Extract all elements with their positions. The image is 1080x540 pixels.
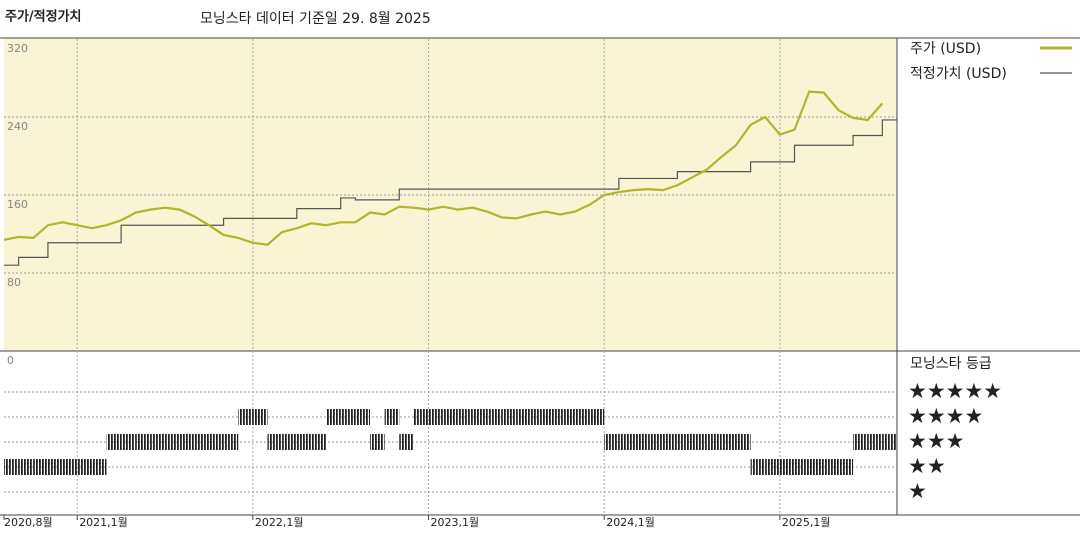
- rating-bar: [4, 459, 19, 475]
- rating-label: ★★★★: [908, 404, 983, 428]
- rating-label: ★★★: [908, 429, 964, 453]
- rating-bar: [472, 409, 488, 425]
- y-tick-label: 160: [7, 198, 28, 211]
- y-tick-label: 80: [7, 276, 21, 289]
- rating-bar: [77, 459, 92, 475]
- rating-bar: [252, 409, 268, 425]
- rating-bar: [267, 434, 283, 450]
- rating-bar: [399, 434, 414, 450]
- rating-bar: [33, 459, 48, 475]
- rating-bar: [165, 434, 180, 450]
- rating-bar: [735, 434, 751, 450]
- rating-bar: [867, 434, 883, 450]
- rating-label: ★★★★★: [908, 379, 1002, 403]
- series-line: [3, 90, 884, 246]
- rating-bar: [706, 434, 722, 450]
- rating-bar: [282, 434, 297, 450]
- rating-bar: [560, 409, 575, 425]
- rating-bar: [721, 434, 736, 450]
- y-tick-label: 320: [7, 42, 28, 55]
- rating-bar: [692, 434, 707, 450]
- chart-subtitle: 모닝스타 데이터 기준일 29. 8월 2025: [200, 11, 431, 27]
- rating-bar: [794, 459, 810, 475]
- rating-bar: [135, 434, 151, 450]
- rating-bar: [853, 434, 868, 450]
- rating-bar: [238, 409, 253, 425]
- rating-bar: [677, 434, 693, 450]
- rating-bar: [457, 409, 473, 425]
- rating-bar: [487, 409, 502, 425]
- chart-title: 주가/적정가치: [5, 9, 82, 25]
- rating-bar: [779, 459, 795, 475]
- rating-bar: [296, 434, 312, 450]
- rating-bar: [531, 409, 546, 425]
- rating-bar: [340, 409, 356, 425]
- x-tick-label: 2023,1월: [431, 516, 480, 529]
- rating-bar: [765, 459, 780, 475]
- rating-bar: [882, 434, 897, 450]
- rating-bar: [355, 409, 370, 425]
- rating-bar: [633, 434, 649, 450]
- rating-bar: [194, 434, 209, 450]
- rating-bar: [47, 459, 63, 475]
- rating-bar: [179, 434, 195, 450]
- rating-bar: [589, 409, 605, 425]
- series-line: [4, 119, 897, 266]
- rating-bar: [121, 434, 136, 450]
- rating-bar: [545, 409, 561, 425]
- x-tick-label: 2024,1월: [606, 516, 655, 529]
- rating-bar: [516, 409, 532, 425]
- rating-label: ★: [908, 479, 927, 503]
- x-tick-label: 2020,8월: [4, 516, 53, 529]
- y-tick-label: 0: [7, 354, 14, 367]
- rating-bar: [106, 434, 122, 450]
- rating-bar: [428, 409, 444, 425]
- rating-bar: [809, 459, 824, 475]
- rating-bar: [91, 459, 107, 475]
- rating-bar: [618, 434, 634, 450]
- rating-bar: [326, 409, 341, 425]
- rating-bar: [823, 459, 839, 475]
- rating-bar: [443, 409, 458, 425]
- legend-label: 주가 (USD): [910, 41, 981, 57]
- ratings-title: 모닝스타 등급: [910, 356, 992, 372]
- rating-bar: [501, 409, 517, 425]
- x-tick-label: 2021,1월: [79, 516, 128, 529]
- rating-label: ★★: [908, 454, 946, 478]
- rating-bar: [648, 434, 663, 450]
- y-tick-label: 240: [7, 120, 28, 133]
- rating-bar: [150, 434, 166, 450]
- rating-bar: [838, 459, 854, 475]
- rating-bar: [384, 409, 400, 425]
- x-tick-label: 2025,1월: [782, 516, 831, 529]
- rating-bar: [662, 434, 678, 450]
- rating-bar: [413, 409, 429, 425]
- rating-bar: [574, 409, 590, 425]
- x-tick-label: 2022,1월: [255, 516, 304, 529]
- rating-bar: [311, 434, 327, 450]
- rating-bar: [18, 459, 34, 475]
- rating-bar: [369, 434, 385, 450]
- rating-bar: [604, 434, 619, 450]
- rating-bar: [62, 459, 78, 475]
- rating-bar: [750, 459, 766, 475]
- legend-label: 적정가치 (USD): [910, 66, 1007, 82]
- rating-bar: [208, 434, 224, 450]
- rating-bar: [223, 434, 239, 450]
